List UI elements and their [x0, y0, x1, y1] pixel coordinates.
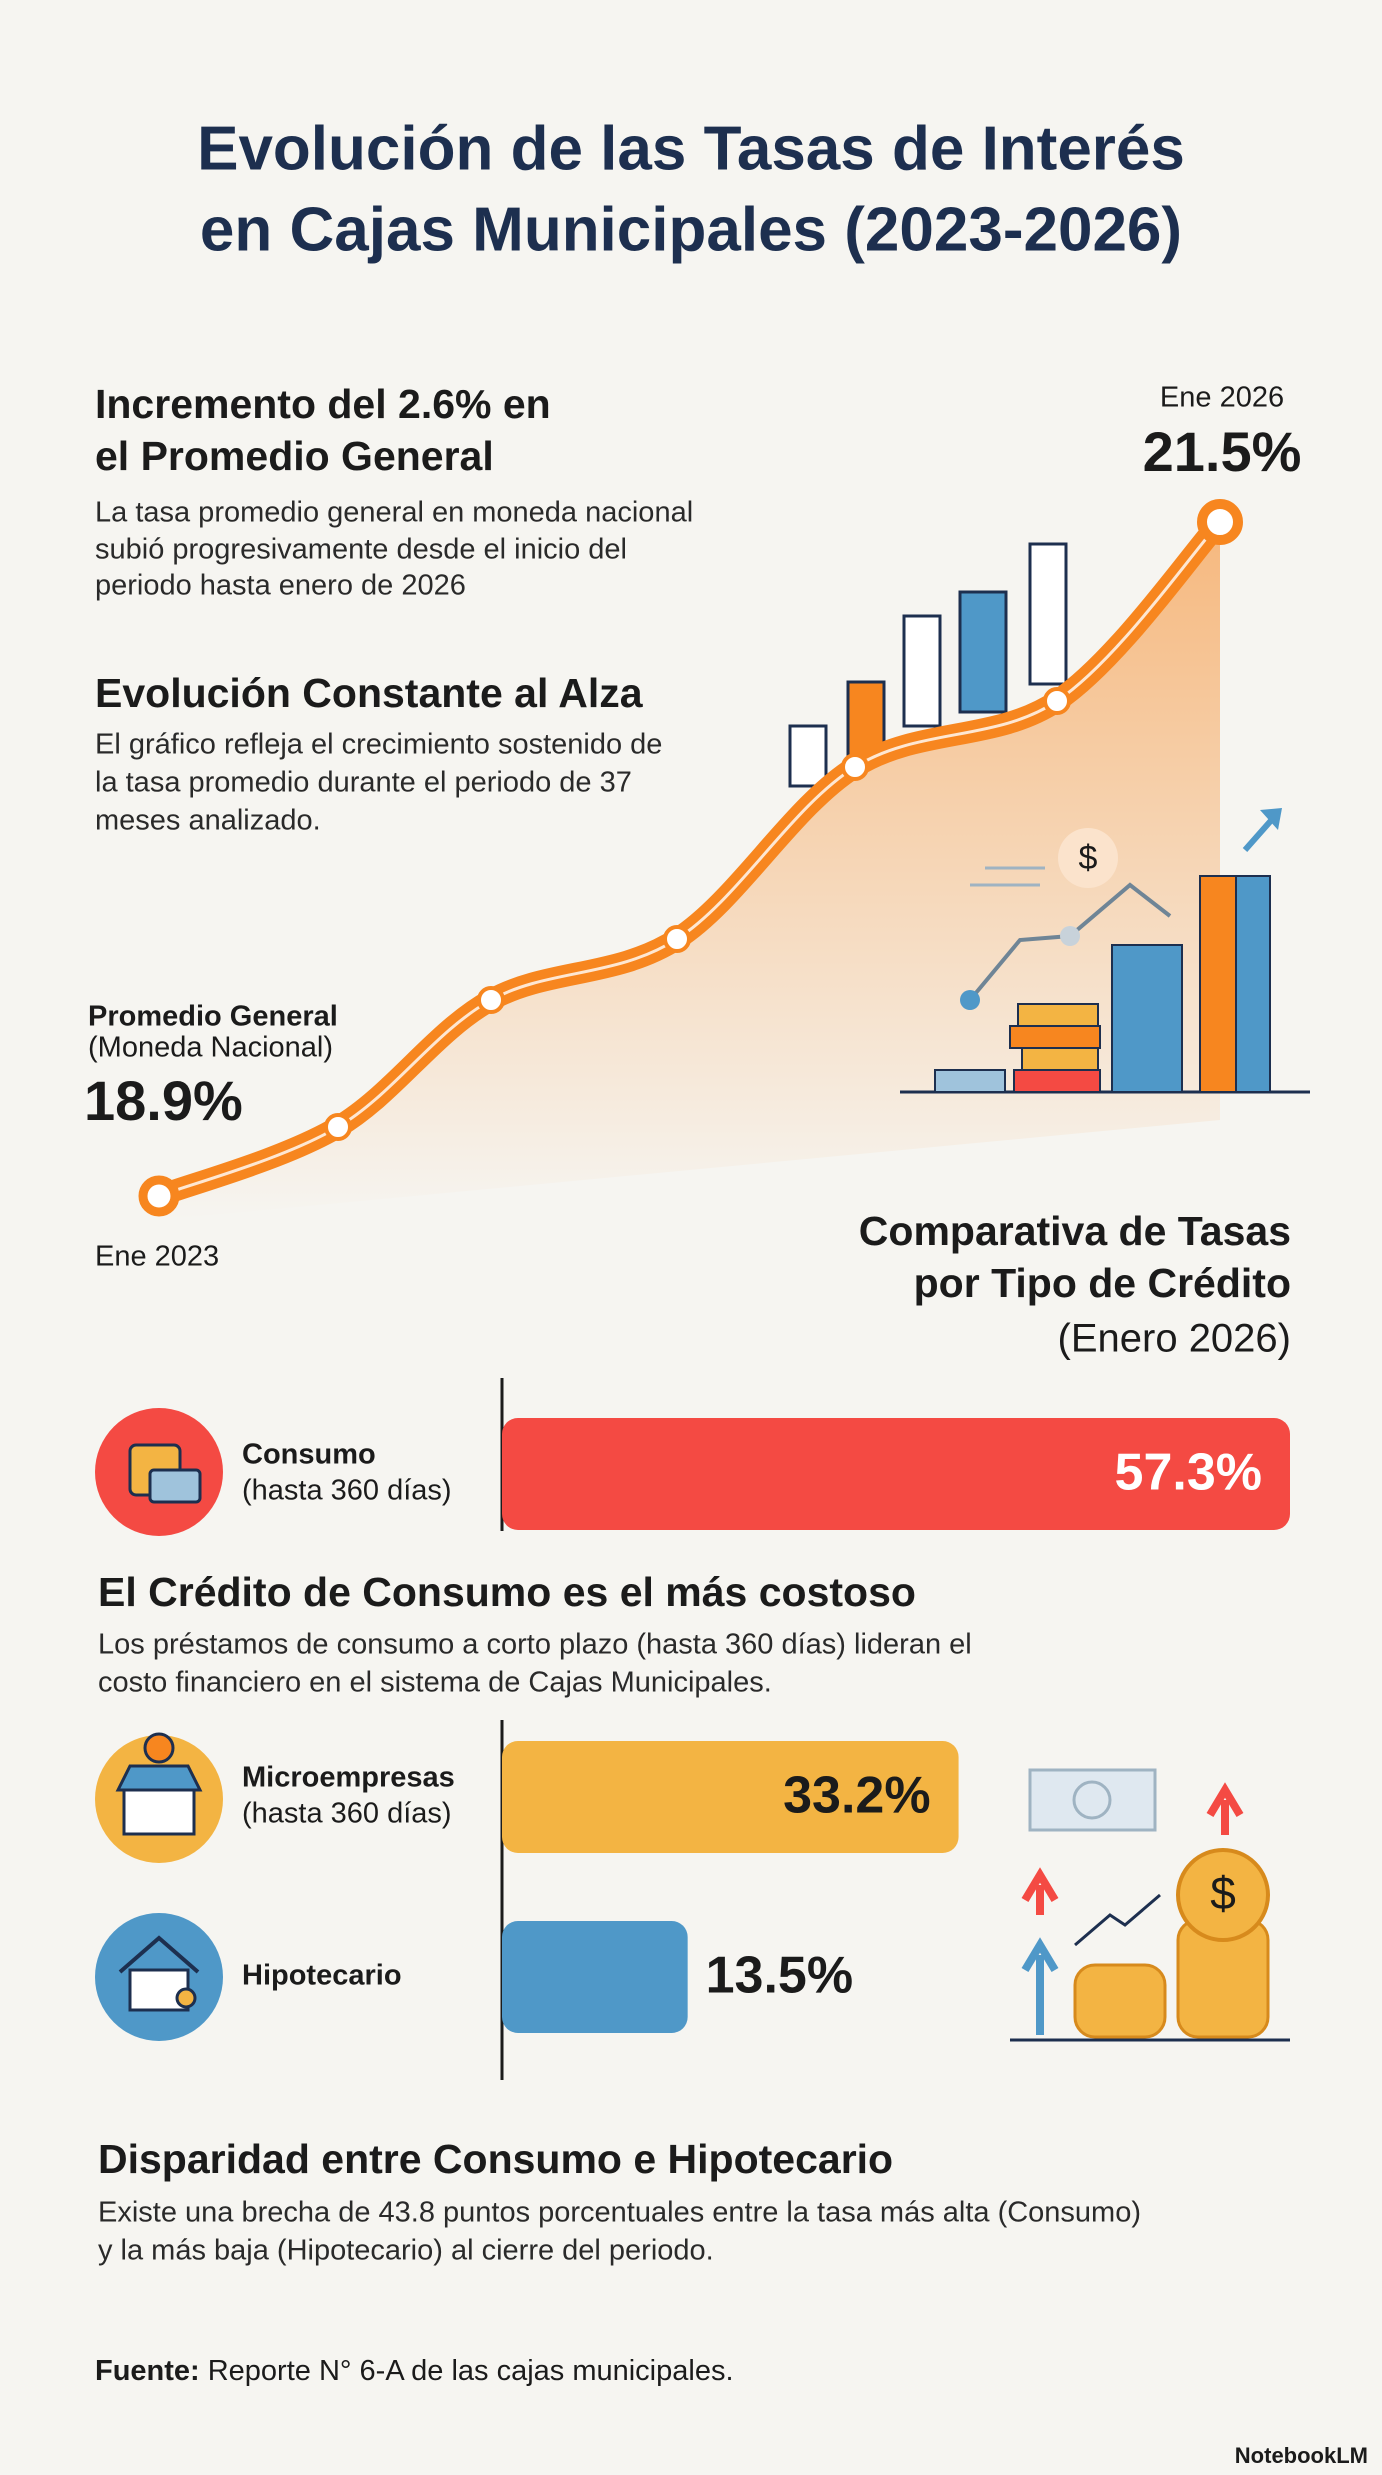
- trend-start: [138, 1175, 180, 1217]
- icon-glyph: $: [1210, 1867, 1236, 1919]
- title: Evolución de las Tasas de Interés: [197, 114, 1185, 183]
- brand: NotebookLM: [1235, 2443, 1368, 2468]
- section-body: El gráfico refleja el crecimiento sosten…: [95, 729, 662, 761]
- decor-coins: $: [1010, 1768, 1290, 2042]
- start-value: 18.9%: [84, 1069, 243, 1132]
- note-body: Los préstamos de consumo a corto plazo (…: [98, 1629, 972, 1661]
- section-body: meses analizado.: [95, 805, 321, 837]
- trend-end: [1197, 499, 1243, 545]
- section-body: la tasa promedio durante el periodo de 3…: [95, 767, 632, 799]
- bar: [502, 1741, 959, 1853]
- note-body: y la más baja (Hipotecario) al cierre de…: [98, 2235, 714, 2267]
- bar-label: Consumo: [242, 1439, 376, 1471]
- icon-store: [95, 1732, 223, 1863]
- bar-label: Hipotecario: [242, 1960, 402, 1992]
- end-value: 21.5%: [1143, 420, 1302, 483]
- trend-area: [159, 522, 1220, 1220]
- section-body: subió progresivamente desde el inicio de…: [95, 534, 627, 566]
- trend-point: [324, 1113, 352, 1141]
- comparison-title: por Tipo de Crédito: [914, 1260, 1291, 1306]
- section-heading: Incremento del 2.6% en: [95, 381, 551, 427]
- comparison-subtitle: (Enero 2026): [1058, 1317, 1291, 1361]
- section-heading: el Promedio General: [95, 433, 494, 479]
- start-label: Ene 2023: [95, 1241, 219, 1273]
- bar: [502, 1921, 688, 2033]
- comparison-title: Comparativa de Tasas: [859, 1208, 1291, 1254]
- note-body: Existe una brecha de 43.8 puntos porcent…: [98, 2197, 1141, 2229]
- bar-value: 13.5%: [706, 1947, 853, 2005]
- trend-point: [841, 753, 869, 781]
- end-label: Ene 2026: [1160, 382, 1284, 414]
- icon-shopping: [95, 1408, 223, 1536]
- bar-label: (hasta 360 días): [242, 1798, 452, 1830]
- bar-label: (hasta 360 días): [242, 1475, 452, 1507]
- trend-point: [1043, 687, 1071, 715]
- section-heading: Evolución Constante al Alza: [95, 670, 644, 716]
- series-sublabel: (Moneda Nacional): [88, 1032, 333, 1064]
- source: Fuente: Reporte N° 6-A de las cajas munic…: [95, 2355, 734, 2387]
- bar-value: 57.3%: [1115, 1444, 1262, 1502]
- icon-house: [95, 1913, 223, 2041]
- source-label: Fuente:: [95, 2355, 200, 2387]
- section-body: periodo hasta enero de 2026: [95, 570, 466, 602]
- note-heading: El Crédito de Consumo es el más costoso: [98, 1569, 916, 1615]
- trend-point: [477, 986, 505, 1014]
- bar-label: Microempresas: [242, 1762, 455, 1794]
- bar: [502, 1418, 1290, 1530]
- series-label: Promedio General: [88, 1001, 338, 1033]
- bar-value: 33.2%: [783, 1767, 930, 1825]
- note-heading: Disparidad entre Consumo e Hipotecario: [98, 2136, 893, 2182]
- icon-glyph: $: [1079, 839, 1098, 877]
- source-text: Reporte N° 6-A de las cajas municipales.: [208, 2355, 734, 2387]
- section-body: La tasa promedio general en moneda nacio…: [95, 497, 693, 529]
- decor-illustration: $: [900, 808, 1310, 1094]
- decor-bars: [788, 542, 1068, 788]
- title: en Cajas Municipales (2023-2026): [200, 195, 1182, 264]
- trend-point: [663, 925, 691, 953]
- note-body: costo financiero en el sistema de Cajas …: [98, 1667, 772, 1699]
